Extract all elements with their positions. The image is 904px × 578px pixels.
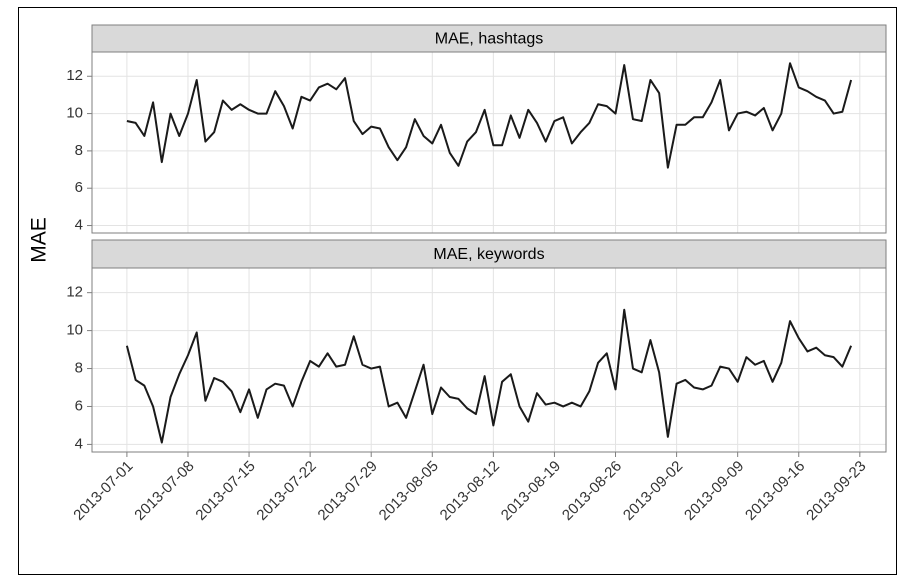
y-tick-label: 6 — [75, 397, 83, 414]
y-tick-label: 4 — [75, 435, 83, 452]
panel-title: MAE, hashtags — [435, 31, 544, 48]
y-tick-label: 8 — [75, 142, 83, 159]
y-tick-label: 12 — [66, 284, 83, 301]
plot-area — [91, 267, 887, 453]
strip — [91, 239, 887, 269]
y-tick-label: 12 — [66, 67, 83, 84]
plot-area — [91, 51, 887, 234]
y-tick-label: 8 — [75, 360, 83, 377]
plot-border — [91, 267, 887, 453]
y-tick-label: 10 — [66, 105, 83, 122]
y-tick-label: 4 — [75, 217, 83, 234]
strip — [91, 24, 887, 53]
data-line — [126, 62, 853, 169]
y-axis-label: MAE — [28, 217, 51, 263]
plot-border — [91, 51, 887, 234]
y-tick-label: 10 — [66, 322, 83, 339]
y-tick-label: 6 — [75, 179, 83, 196]
panel-title: MAE, keywords — [433, 246, 544, 263]
data-line — [125, 308, 853, 444]
